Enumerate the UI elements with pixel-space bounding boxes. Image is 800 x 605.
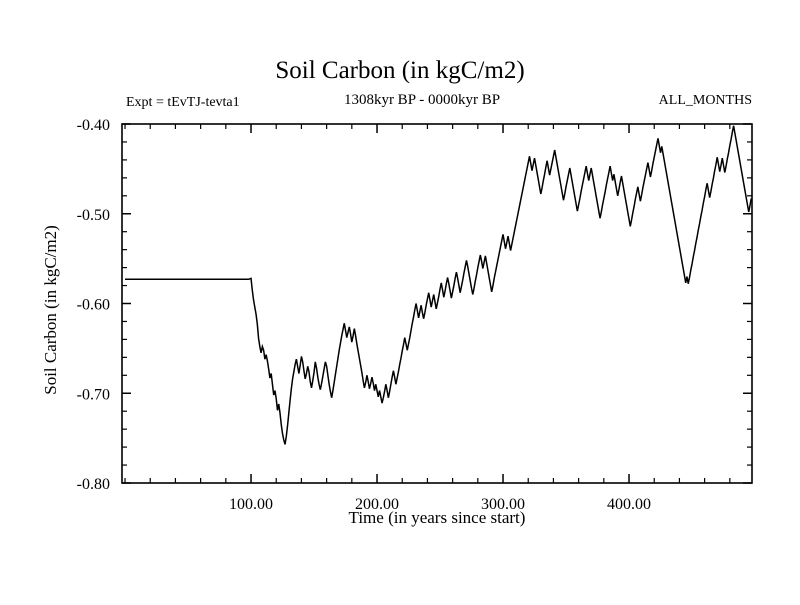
soil-carbon-series-line — [125, 125, 752, 445]
chart-subtitle: 1308kyr BP - 0000kyr BP — [344, 92, 500, 108]
y-tick-label: -0.50 — [77, 207, 110, 224]
y-tick-label: -0.60 — [77, 297, 110, 314]
axis-tick-labels: 100.00 200.00 300.00 400.00 -0.80 -0.70 -0.60 -… — [77, 117, 651, 513]
y-tick-label: -0.70 — [77, 386, 110, 403]
x-tick-label: 100.00 — [229, 496, 273, 513]
plot-frame — [121, 123, 753, 484]
y-tick-label: -0.80 — [77, 476, 110, 493]
months-label: ALL_MONTHS — [659, 93, 752, 108]
x-tick-label: 300.00 — [481, 496, 525, 513]
x-axis-label: Time (in years since start) — [349, 508, 526, 527]
axis-ticks — [122, 123, 752, 484]
chart-title: Soil Carbon (in kgC/m2) — [275, 57, 524, 84]
x-tick-label: 200.00 — [355, 496, 399, 513]
x-tick-label: 400.00 — [607, 496, 651, 513]
y-tick-label: -0.40 — [77, 117, 110, 134]
experiment-label: Expt = tEvTJ-tevta1 — [126, 95, 240, 110]
y-axis-label: Soil Carbon (in kgC/m2) — [41, 225, 60, 395]
